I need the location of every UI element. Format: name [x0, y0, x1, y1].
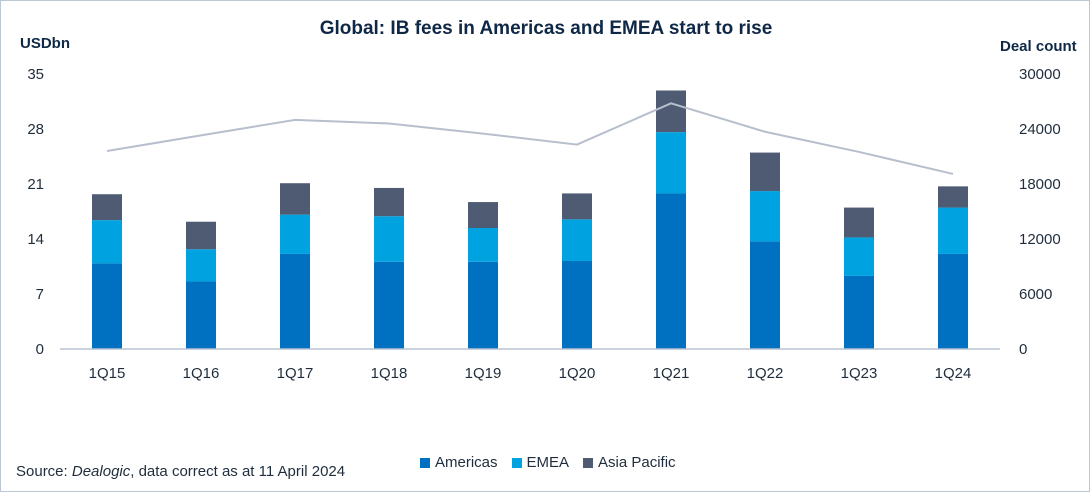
x-tick-label: 1Q16	[183, 365, 220, 382]
bar-emea	[562, 219, 592, 261]
y2-tick-label: 18000	[1019, 176, 1061, 193]
bar-americas	[468, 261, 498, 349]
bar-asia-pacific	[186, 221, 216, 250]
y-tick-label: 28	[27, 121, 44, 138]
source-note: Source: Dealogic, data correct as at 11 …	[16, 463, 345, 480]
left-axis-unit: USDbn	[20, 35, 70, 52]
x-tick-label: 1Q24	[935, 365, 972, 382]
bar-emea	[656, 132, 686, 194]
bar-asia-pacific	[280, 183, 310, 215]
y-tick-label: 21	[27, 176, 44, 193]
bar-asia-pacific	[938, 186, 968, 208]
x-tick-label: 1Q17	[277, 365, 314, 382]
legend-item-americas: Americas	[420, 454, 498, 471]
bar-americas	[186, 281, 216, 349]
x-tick-label: 1Q19	[465, 365, 502, 382]
deal-count-line	[106, 102, 954, 175]
legend-swatch-emea	[511, 457, 522, 468]
bar-emea	[280, 214, 310, 254]
bar-emea	[468, 228, 498, 262]
y-tick-label: 35	[27, 66, 44, 83]
legend-swatch-americas	[420, 457, 430, 468]
bar-asia-pacific	[750, 152, 780, 192]
y2-tick-label: 6000	[1019, 286, 1052, 303]
bar-americas	[656, 193, 686, 349]
bar-emea	[938, 207, 968, 254]
legend: Americas EMEA Asia Pacific	[420, 454, 676, 471]
legend-item-asia-pacific: Asia Pacific	[583, 454, 676, 471]
legend-label-asia-pacific: Asia Pacific	[598, 454, 676, 471]
y-tick-label: 0	[36, 341, 44, 358]
y-tick-label: 7	[36, 286, 44, 303]
legend-label-americas: Americas	[435, 454, 498, 471]
bar-americas	[280, 253, 310, 349]
source-suffix: , data correct as at 11 April 2024	[130, 463, 346, 480]
bar-emea	[750, 191, 780, 242]
bar-asia-pacific	[468, 202, 498, 228]
y2-tick-label: 30000	[1019, 66, 1061, 83]
right-axis-unit: Deal count	[1000, 38, 1077, 55]
bar-asia-pacific	[92, 194, 122, 221]
y-tick-label: 14	[27, 231, 44, 248]
bar-emea	[92, 220, 122, 264]
y2-tick-label: 24000	[1019, 121, 1061, 138]
chart-title: Global: IB fees in Americas and EMEA sta…	[319, 18, 773, 39]
bar-asia-pacific	[656, 90, 686, 133]
bar-emea	[844, 237, 874, 276]
bar-asia-pacific	[562, 193, 592, 220]
legend-label-emea: EMEA	[526, 454, 570, 471]
bar-emea	[186, 249, 216, 282]
bar-asia-pacific	[374, 187, 404, 217]
bar-americas	[938, 253, 968, 349]
legend-swatch-asia-pacific	[583, 457, 594, 468]
x-tick-label: 1Q20	[559, 365, 596, 382]
source-prefix: Source:	[16, 463, 72, 480]
y2-tick-label: 12000	[1019, 231, 1061, 248]
x-tick-label: 1Q22	[747, 365, 784, 382]
x-tick-label: 1Q23	[841, 365, 878, 382]
bar-asia-pacific	[844, 207, 874, 238]
source-name: Dealogic	[71, 463, 131, 480]
bar-americas	[750, 241, 780, 349]
bar-emea	[374, 216, 404, 262]
x-tick-label: 1Q21	[653, 365, 690, 382]
bar-americas	[374, 261, 404, 349]
x-tick-label: 1Q15	[89, 365, 126, 382]
bar-americas	[562, 261, 592, 349]
legend-item-emea: EMEA	[511, 454, 570, 471]
x-tick-label: 1Q18	[371, 365, 408, 382]
bar-americas	[92, 263, 122, 349]
bar-americas	[844, 275, 874, 349]
y2-tick-label: 0	[1019, 341, 1027, 358]
